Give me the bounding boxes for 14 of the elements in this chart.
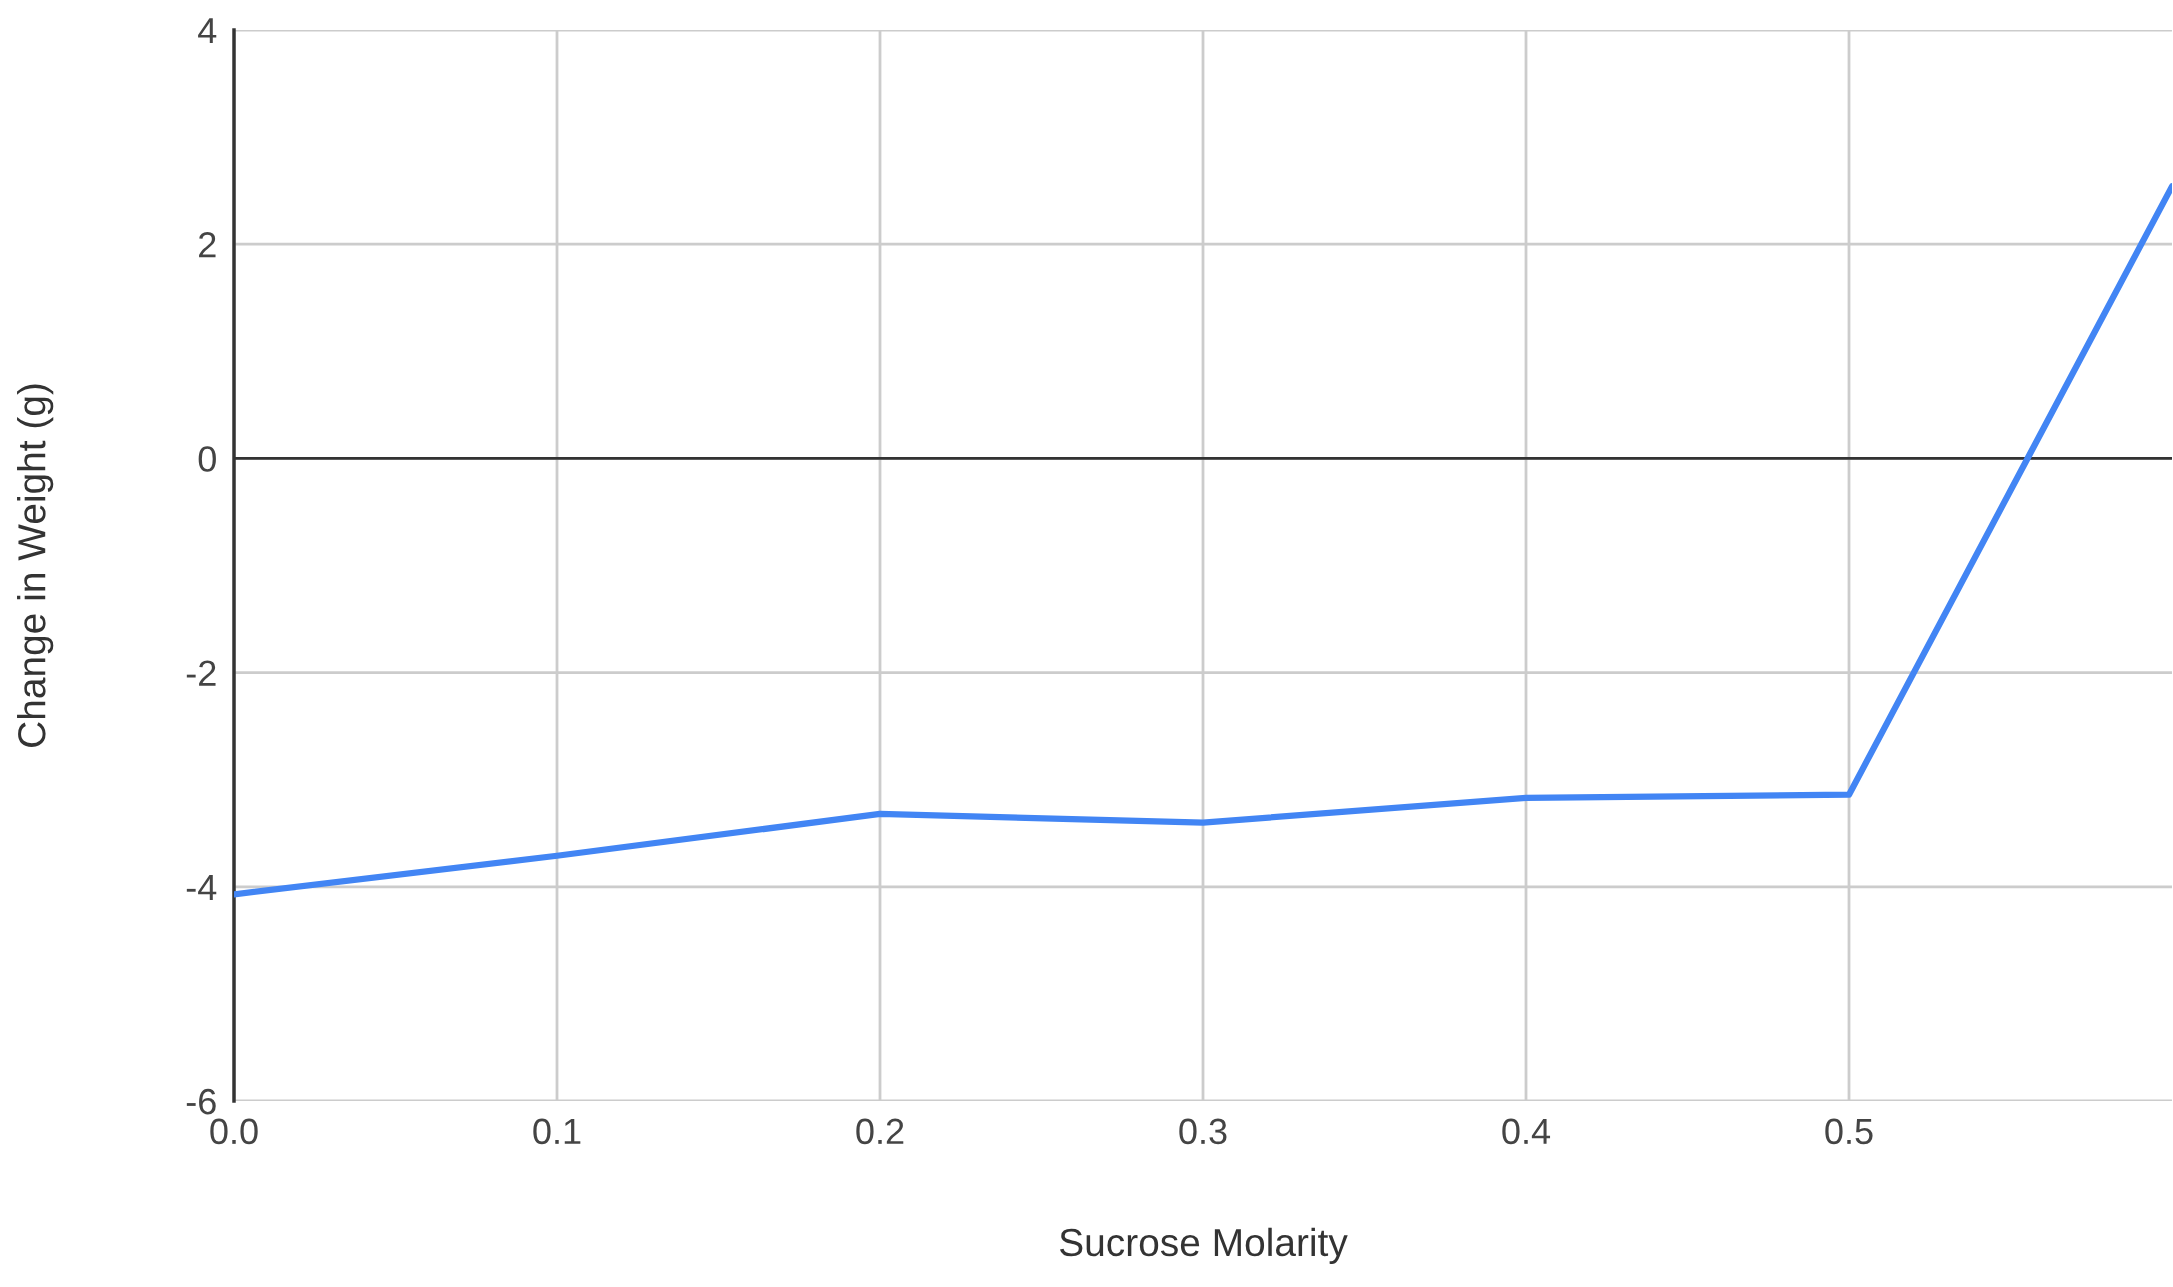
x-tick-label: 0.0 — [210, 1118, 258, 1145]
x-tick-label: 0.5 — [1825, 1118, 1873, 1145]
y-tick-label: -4 — [186, 875, 217, 900]
x-tick-label: 0.2 — [856, 1118, 904, 1145]
y-tick-label: 4 — [198, 18, 217, 44]
y-axis-title: Change in Weight (g) — [17, 384, 54, 747]
y-tick-label: -2 — [186, 660, 216, 686]
x-tick-label: 0.4 — [1502, 1118, 1551, 1145]
y-tick-label: 2 — [199, 232, 216, 258]
x-tick-label: 0.1 — [533, 1118, 581, 1145]
y-tick-label: -6 — [186, 1088, 216, 1115]
x-tick-label: 0.3 — [1179, 1118, 1227, 1145]
x-axis-title: Sucrose Molarity — [1059, 1227, 1348, 1264]
y-tick-label: 0 — [198, 446, 216, 472]
